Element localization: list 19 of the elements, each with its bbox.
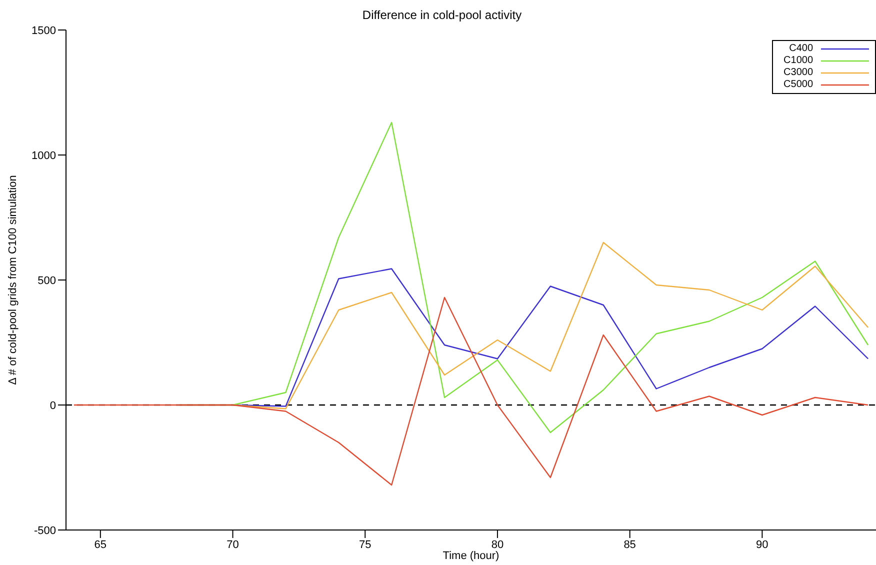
x-tick-label: 85	[624, 538, 636, 551]
chart-title: Difference in cold-pool activity	[361, 8, 523, 22]
x-tick-label: 70	[226, 538, 239, 551]
y-axis-title: Δ # of cold-pool grids from C100 simulation	[6, 175, 19, 385]
legend-label: C400	[788, 43, 813, 55]
y-tick-label: 1500	[32, 24, 56, 37]
legend-label: C5000	[782, 79, 813, 91]
x-tick-label: 65	[94, 538, 107, 551]
x-axis-title: Time (hour)	[442, 550, 500, 562]
legend-label: C1000	[782, 55, 813, 67]
y-tick-label: -500	[34, 524, 56, 537]
x-tick-label: 75	[358, 538, 372, 551]
x-tick-label: 80	[491, 538, 504, 551]
y-tick-label: 1000	[32, 150, 56, 162]
x-tick-label: 90	[756, 538, 768, 551]
y-tick-label: 0	[50, 400, 56, 412]
y-tick-label: 500	[38, 274, 56, 287]
line-series	[73, 296, 869, 486]
legend-label: C3000	[782, 67, 813, 79]
